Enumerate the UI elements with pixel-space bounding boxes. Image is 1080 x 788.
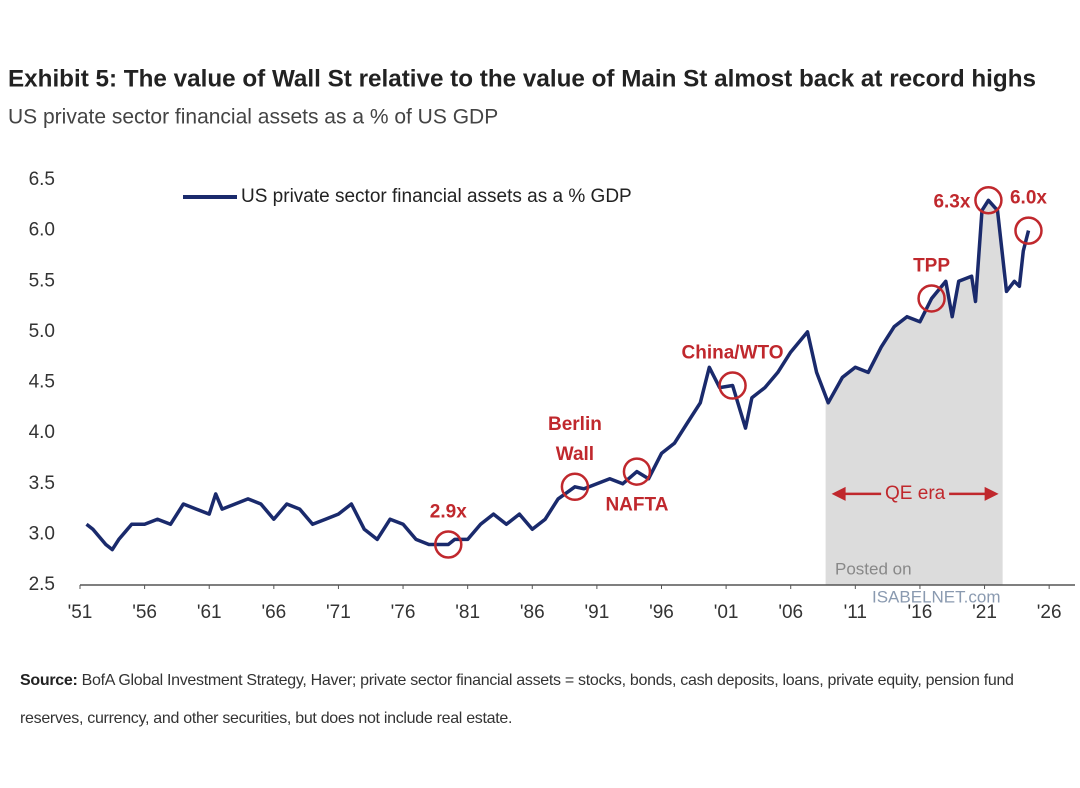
annotation-circle — [560, 472, 590, 502]
x-tick-label: '26 — [1037, 602, 1062, 623]
qe-shade — [825, 200, 1003, 585]
annotation-circle — [622, 457, 652, 486]
x-tick-label: '56 — [132, 602, 157, 623]
x-tick-label: '01 — [714, 602, 739, 623]
annotation-circle — [434, 530, 463, 559]
qe-arrowhead — [984, 486, 999, 501]
x-tick-label: '76 — [391, 602, 416, 623]
annotation-label: NAFTA — [605, 495, 668, 516]
y-tick-label: 4.0 — [29, 422, 55, 443]
x-tick-label: '11 — [844, 602, 867, 623]
source-text: BofA Global Investment Strategy, Haver; … — [20, 672, 1014, 727]
annotation-label: Wall — [556, 444, 594, 465]
watermark: ISABELNET.com — [872, 587, 1001, 606]
annotation-label: 2.9x — [430, 502, 467, 523]
series-line — [85, 198, 1031, 552]
annotation-circle — [718, 371, 747, 400]
source-note: Source: BofA Global Investment Strategy,… — [20, 662, 1060, 738]
chart-subtitle: US private sector financial assets as a … — [8, 106, 498, 129]
x-tick-label: '71 — [326, 602, 351, 623]
annotation-label: 6.3x — [933, 191, 970, 212]
y-tick-label: 3.0 — [29, 523, 55, 544]
qe-label-bg — [881, 481, 950, 506]
annotation-label: China/WTO — [682, 343, 784, 364]
legend-label: US private sector financial assets as a … — [241, 186, 632, 207]
y-tick-label: 6.5 — [29, 169, 55, 190]
annotation-label: TPP — [913, 255, 950, 276]
y-tick-label: 3.5 — [29, 473, 55, 494]
y-tick-label: 5.5 — [29, 270, 55, 291]
qe-arrowhead — [831, 486, 846, 501]
annotation-circle — [974, 186, 1003, 215]
y-tick-label: 6.0 — [29, 220, 55, 241]
y-tick-label: 2.5 — [29, 574, 55, 595]
annotation-circle — [1014, 216, 1043, 245]
x-tick-label: '86 — [520, 602, 545, 623]
qe-label: QE era — [885, 483, 946, 504]
annotation-label: Berlin — [548, 414, 602, 435]
x-tick-label: '66 — [261, 602, 286, 623]
x-tick-label: '06 — [778, 602, 803, 623]
x-tick-label: '91 — [585, 602, 610, 623]
y-tick-label: 4.5 — [29, 372, 55, 393]
chart-title: Exhibit 5: The value of Wall St relative… — [8, 65, 1036, 92]
x-tick-label: '51 — [68, 602, 93, 623]
annotation-circle — [917, 284, 946, 313]
x-tick-label: '96 — [649, 602, 674, 623]
annotation-label: 6.0x — [1010, 188, 1047, 209]
x-tick-label: '81 — [455, 602, 480, 623]
x-tick-label: '21 — [972, 602, 997, 623]
x-tick-label: '61 — [197, 602, 222, 623]
source-label: Source: — [20, 672, 78, 689]
x-tick-label: '16 — [908, 602, 933, 623]
y-tick-label: 5.0 — [29, 321, 55, 342]
watermark: Posted on — [835, 559, 912, 578]
